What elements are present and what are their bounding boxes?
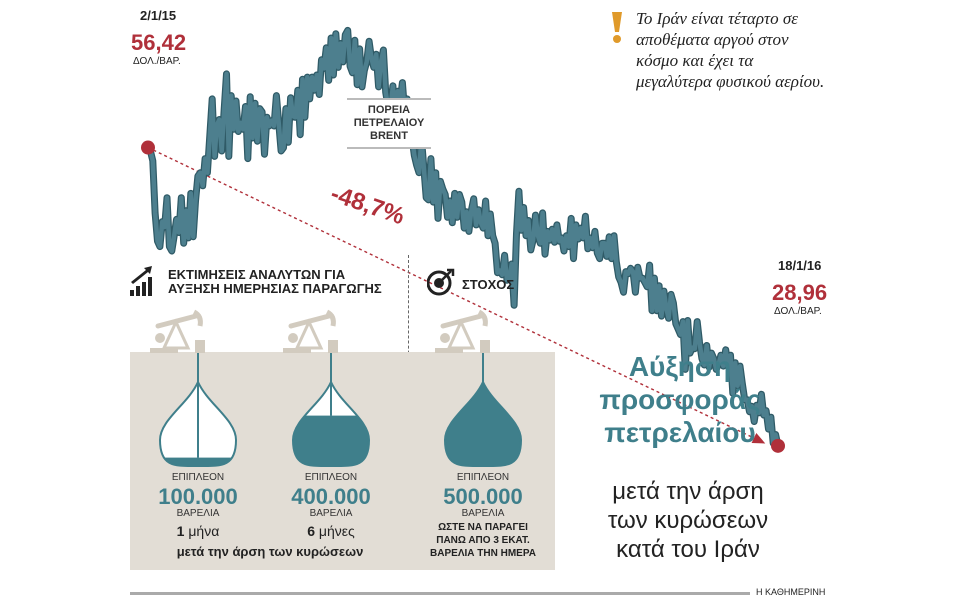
exclamation-icon: [612, 12, 622, 43]
target-caption-line3: ΒΑΡΕΛΙΑ ΤΗΝ ΗΜΕΡΑ: [430, 548, 536, 559]
headline-line2: προσφοράς: [599, 384, 761, 415]
headline-sub-line1: μετά την άρση: [612, 478, 764, 505]
target-caption-line1: ΩΣΤΕ ΝΑ ΠΑΡΑΓΕΙ: [438, 522, 528, 533]
target-amount-label: ΕΠΙΠΛΕΟΝ: [456, 472, 510, 483]
end-date-label: 18/1/16: [778, 258, 822, 273]
target-unit: ΒΑΡΕΛΙΑ: [461, 508, 505, 519]
headline: Αύξηση προσφοράς πετρελαίου: [565, 350, 795, 449]
end-value-label: 28,96: [772, 280, 828, 305]
estimates-shared-caption: μετά την άρση των κυρώσεων: [176, 544, 364, 559]
target-icon: [427, 268, 455, 296]
drop2-pump-icon: [283, 309, 338, 353]
target-caption: ΩΣΤΕ ΝΑ ΠΑΡΑΓΕΙ ΠΑΝΩ ΑΠΟ 3 ΕΚΑΤ. ΒΑΡΕΛΙΑ…: [408, 521, 558, 560]
drop2-fill: [293, 415, 369, 467]
estimates-title-line1: ΕΚΤΙΜΗΣΕΙΣ ΑΝΑΛΥΤΩΝ ΓΙΑ: [168, 267, 346, 282]
drop2-amount-label: ΕΠΙΠΛΕΟΝ: [304, 472, 358, 483]
drop1-pump-icon: [150, 309, 205, 353]
source-label: Η ΚΑΘΗΜΕΡΙΝΗ: [756, 587, 826, 597]
series-label-text: ΠΟΡΕΙΑ ΠΕΤΡΕΛΑΙΟΥ BRENT: [353, 104, 425, 142]
note-text: Το Ιράν είναι τέταρτο σε αποθέματα αργού…: [636, 9, 825, 91]
target-title: ΣΤΟΧΟΣ: [462, 277, 515, 292]
start-point: [141, 140, 155, 155]
drop2-time-number: 6: [307, 523, 316, 539]
footer-rule: [130, 592, 750, 595]
drop2-unit: ΒΑΡΕΛΙΑ: [309, 508, 353, 519]
series-label: ΠΟΡΕΙΑ ΠΕΤΡΕΛΑΙΟΥ BRENT: [347, 98, 431, 149]
target-drop-pump-icon: [435, 309, 490, 353]
chart-line-layer: [141, 26, 785, 453]
drop2-time-unit: μήνες: [315, 523, 355, 539]
headline-line3: πετρελαίου: [604, 417, 756, 448]
estimates-title: ΕΚΤΙΜΗΣΕΙΣ ΑΝΑΛΥΤΩΝ ΓΙΑ ΑΥΞΗΣΗ ΗΜΕΡΗΣΙΑΣ…: [168, 268, 382, 296]
start-unit-label: ΔΟΛ./ΒΑΡ.: [133, 56, 181, 67]
bar-growth-icon: [130, 266, 152, 296]
drop1-unit: ΒΑΡΕΛΙΑ: [176, 508, 220, 519]
price-line: [146, 28, 781, 447]
drop2-time: 6 μήνες: [271, 523, 391, 539]
start-value-label: 56,42: [131, 30, 187, 55]
headline-subtitle: μετά την άρση των κυρώσεων κατά του Ιράν: [573, 477, 803, 564]
headline-sub-line2: των κυρώσεων: [607, 507, 769, 534]
drop1-time-unit: μήνα: [184, 523, 220, 539]
target-drop-outline: [443, 379, 523, 468]
headline-line1: Αύξηση: [628, 351, 732, 382]
drop1-amount: 100.000: [158, 484, 238, 509]
drop2-amount: 400.000: [291, 484, 371, 509]
drop1-fill: [160, 457, 236, 467]
drop2-outline: [291, 379, 371, 468]
target-amount: 500.000: [443, 484, 523, 509]
headline-sub-line3: κατά του Ιράν: [616, 536, 760, 563]
start-date-label: 2/1/15: [140, 8, 177, 23]
end-unit-label: ΔΟΛ./ΒΑΡ.: [774, 306, 822, 317]
drop1-time-number: 1: [176, 523, 185, 539]
drop1-amount-label: ΕΠΙΠΛΕΟΝ: [171, 472, 225, 483]
target-caption-line2: ΠΑΝΩ ΑΠΟ 3 ΕΚΑΤ.: [436, 535, 530, 546]
target-drop-fill: [445, 382, 521, 467]
drop1-time: 1 μήνα: [138, 523, 258, 539]
end-point: [771, 438, 785, 453]
drop1-outline: [158, 379, 238, 468]
estimates-title-line2: ΑΥΞΗΣΗ ΗΜΕΡΗΣΙΑΣ ΠΑΡΑΓΩΓΗΣ: [168, 281, 382, 296]
